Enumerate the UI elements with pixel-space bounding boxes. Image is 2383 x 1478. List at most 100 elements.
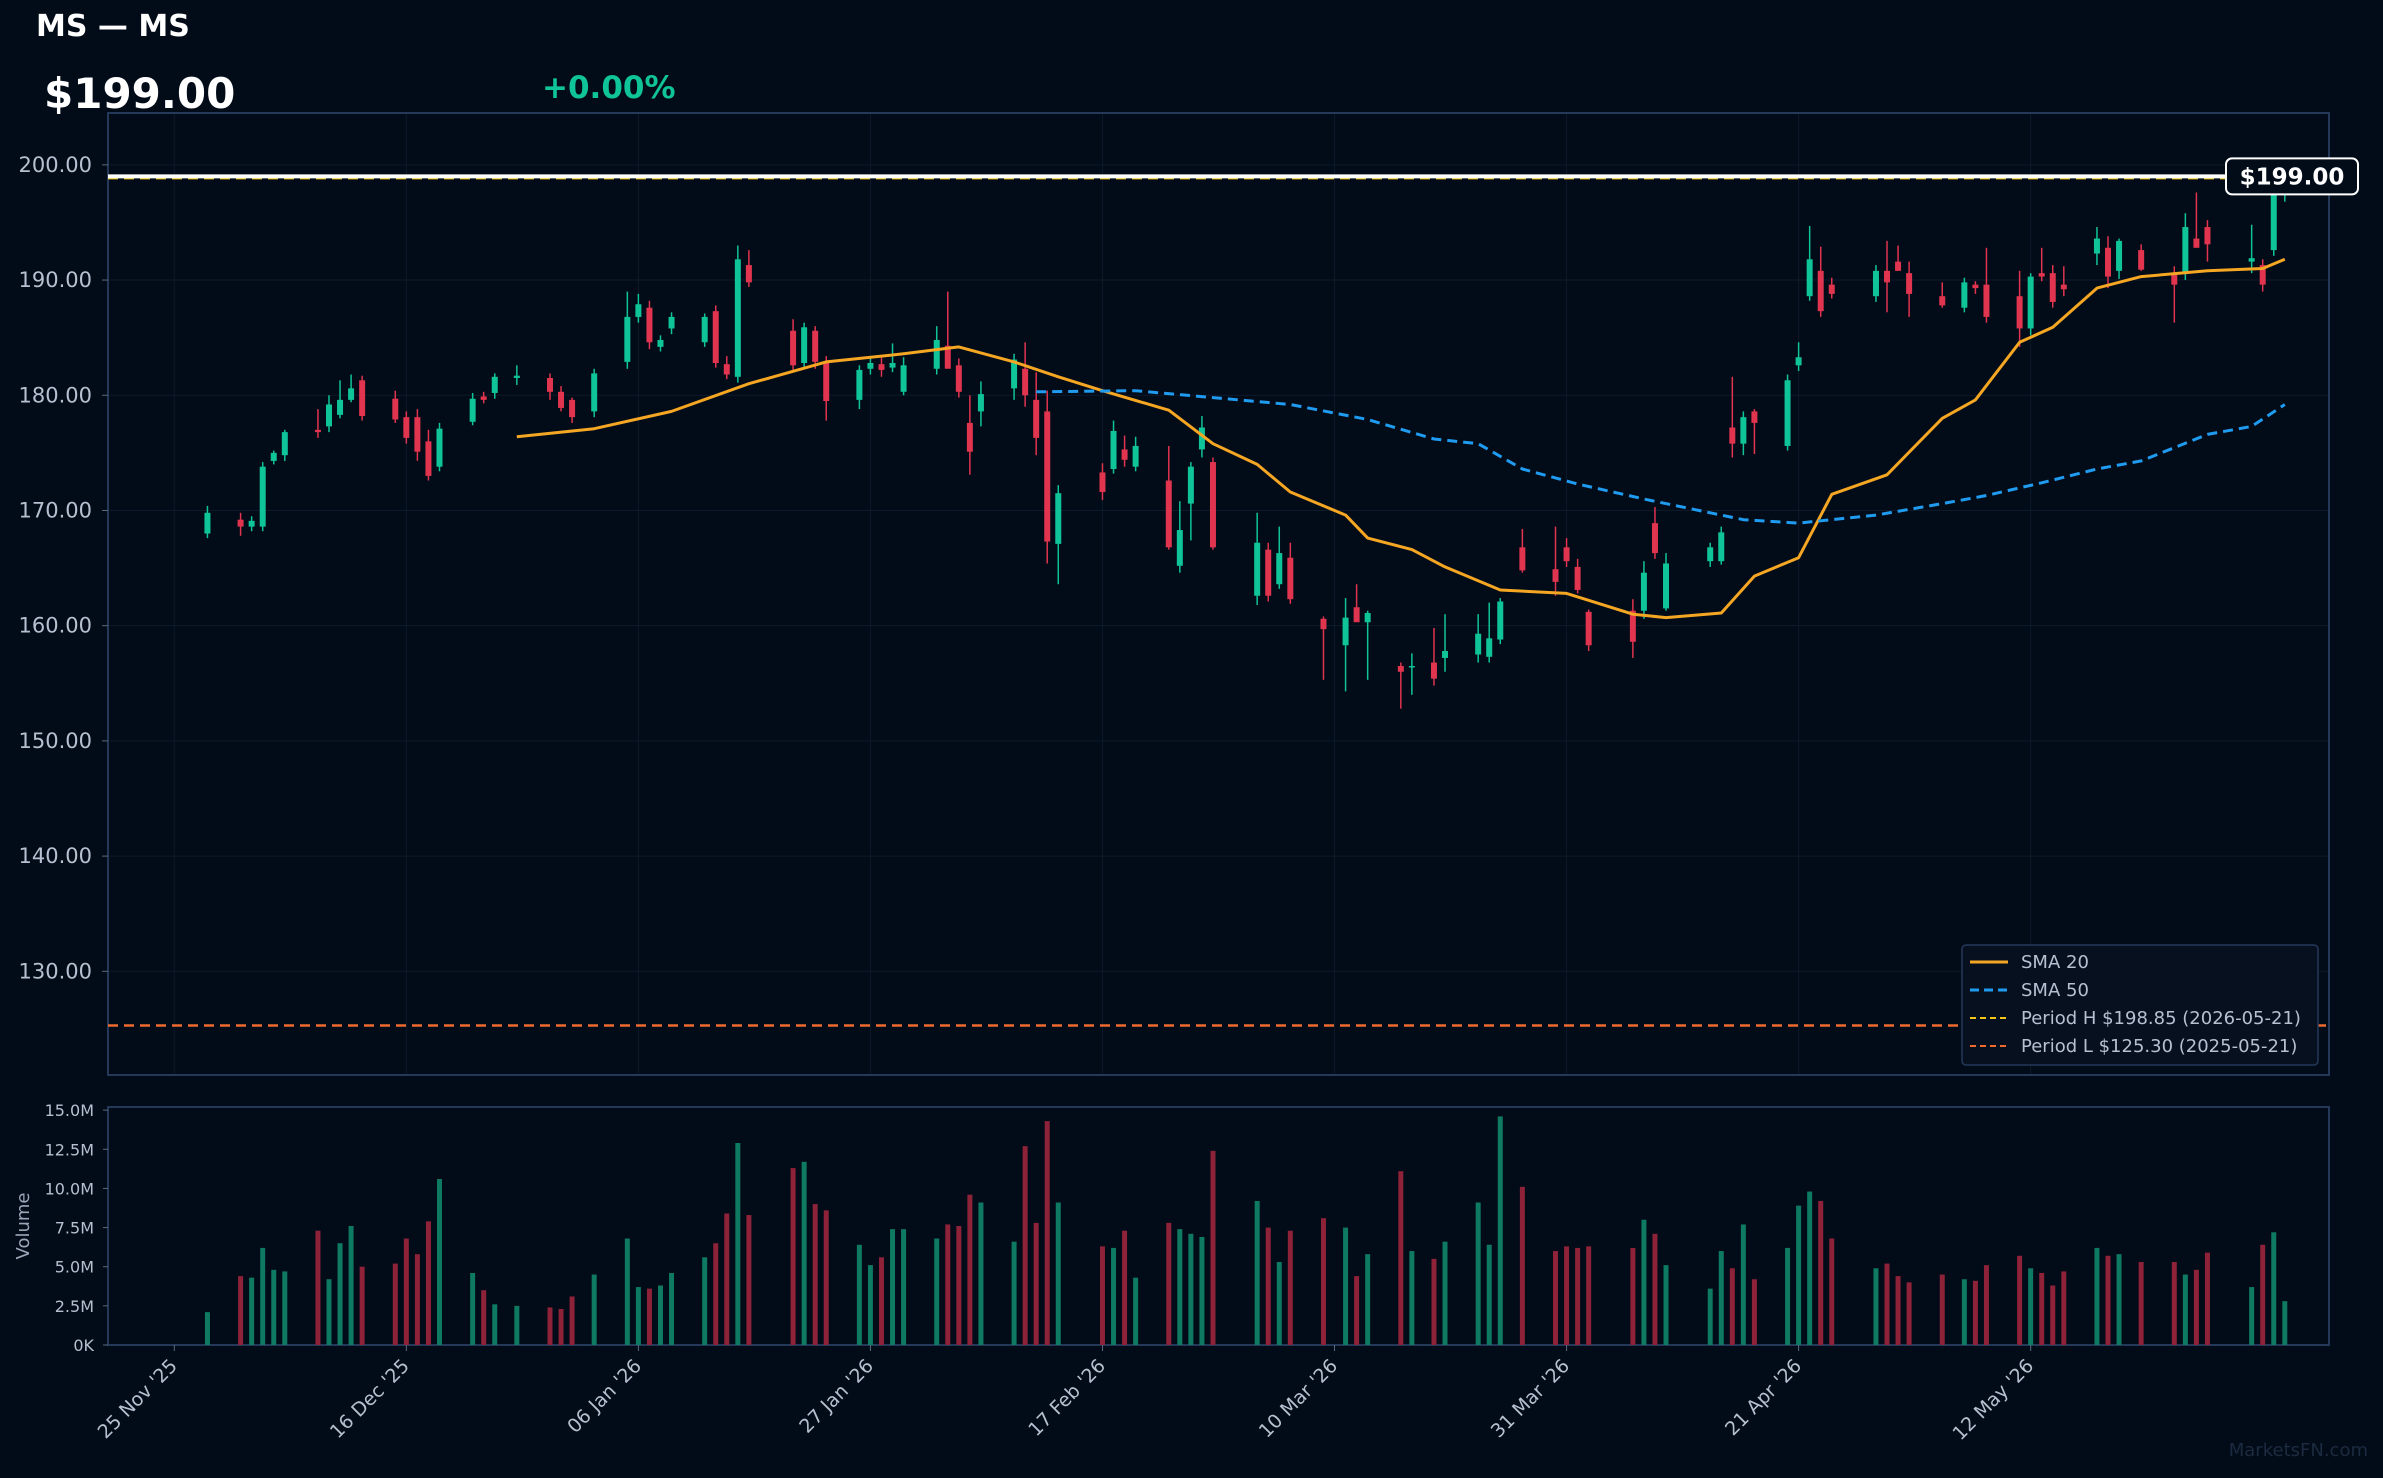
volume-bar xyxy=(1895,1276,1901,1345)
candle-body xyxy=(1983,284,1990,317)
legend-label-sma50: SMA 50 xyxy=(2021,980,2089,1001)
volume-bar xyxy=(1663,1265,1669,1345)
candle-body xyxy=(591,373,598,412)
candle-body xyxy=(1718,532,1725,562)
volume-bar xyxy=(249,1277,255,1345)
volume-bar xyxy=(359,1266,365,1345)
watermark: MarketsFN.com xyxy=(2229,1440,2368,1461)
volume-bar xyxy=(1575,1247,1581,1345)
candle-body xyxy=(1563,547,1570,562)
candle-body xyxy=(1740,417,1747,444)
price-tick-label: 160.00 xyxy=(19,614,92,638)
candle-body xyxy=(646,307,653,343)
volume-bar xyxy=(1133,1277,1139,1345)
candle-body xyxy=(966,422,973,452)
candle-body xyxy=(635,304,642,317)
volume-axis: 0K 2.5M 5.0M 7.5M 10.0M 12.5M 15.0M xyxy=(45,1101,108,1355)
candle-body xyxy=(790,330,797,366)
legend-label-period-high: Period H $198.85 (2026-05-21) xyxy=(2021,1008,2301,1029)
date-axis: 25 Nov '25 16 Dec '25 06 Jan '26 27 Jan '26… xyxy=(94,1345,2038,1445)
volume-bar xyxy=(801,1161,807,1345)
candle-body xyxy=(1121,449,1128,460)
volume-bar xyxy=(1972,1280,1978,1345)
candle-body xyxy=(801,327,808,364)
candle-body xyxy=(1055,493,1062,544)
date-tick-label: 25 Nov '25 xyxy=(94,1355,182,1443)
candle-body xyxy=(1397,666,1404,672)
volume-bar xyxy=(1740,1224,1746,1345)
candle-body xyxy=(248,520,255,527)
candle-body xyxy=(1044,411,1051,542)
volume-bar xyxy=(1210,1150,1216,1345)
candle-body xyxy=(1707,547,1714,562)
volume-bar xyxy=(1641,1219,1647,1345)
volume-bar xyxy=(1320,1218,1326,1345)
candle-body xyxy=(2027,276,2034,329)
candle-body xyxy=(1486,638,1493,657)
date-tick-label: 10 Mar '26 xyxy=(1255,1355,1342,1442)
volume-bar xyxy=(1939,1274,1945,1345)
volume-bar xyxy=(1188,1233,1194,1345)
volume-bar xyxy=(1431,1258,1437,1345)
volume-bar xyxy=(1365,1254,1371,1345)
volume-bar xyxy=(1287,1230,1293,1345)
date-tick-label: 17 Feb '26 xyxy=(1024,1355,1110,1441)
candle-body xyxy=(337,399,344,415)
candle-body xyxy=(558,391,565,408)
volume-bar xyxy=(967,1194,973,1345)
volume-bar xyxy=(1166,1222,1172,1345)
volume-bar xyxy=(746,1215,752,1345)
candle-body xyxy=(1895,261,1902,271)
volume-bar xyxy=(790,1168,796,1345)
volume-bar xyxy=(735,1143,741,1345)
volume-bar xyxy=(558,1308,564,1345)
candle-body xyxy=(723,364,730,375)
volume-bar xyxy=(1409,1251,1415,1345)
candle-body xyxy=(403,417,410,438)
candle-body xyxy=(314,429,321,433)
volume-bar xyxy=(1983,1265,1989,1345)
volume-bar xyxy=(2116,1254,2122,1345)
candle-body xyxy=(1817,270,1824,312)
volume-bar xyxy=(890,1229,896,1345)
volume-bar xyxy=(1707,1288,1713,1345)
last-price-tag-label: $199.00 xyxy=(2240,164,2345,190)
candle-body xyxy=(1430,662,1437,679)
candle-body xyxy=(1519,547,1526,571)
volume-bar xyxy=(724,1213,730,1345)
candlesticks xyxy=(204,171,2288,709)
volume-bar xyxy=(1652,1233,1658,1345)
volume-bar xyxy=(1033,1222,1039,1345)
volume-bar xyxy=(1099,1246,1105,1345)
volume-bar xyxy=(326,1279,332,1345)
volume-bar xyxy=(1254,1200,1260,1345)
volume-bar xyxy=(1398,1171,1404,1345)
candle-body xyxy=(569,399,576,418)
date-tick-label: 12 May '26 xyxy=(1948,1355,2038,1445)
moving-averages xyxy=(516,257,2286,620)
price-tick-label: 150.00 xyxy=(19,729,92,753)
volume-bar xyxy=(2028,1268,2034,1345)
volume-bar xyxy=(2271,1232,2277,1345)
volume-bar xyxy=(403,1238,409,1345)
date-tick-label: 06 Jan '26 xyxy=(563,1355,646,1438)
candle-body xyxy=(270,452,277,461)
candle-body xyxy=(237,519,244,527)
volume-bar xyxy=(1961,1279,1967,1345)
candle-body xyxy=(1663,563,1670,609)
volume-bar xyxy=(481,1290,487,1345)
volume-bar xyxy=(2193,1269,2199,1345)
candle-body xyxy=(1828,284,1835,294)
candle-body xyxy=(1165,480,1172,548)
candle-body xyxy=(1906,273,1913,294)
volume-bar xyxy=(238,1276,244,1345)
candle-body xyxy=(944,345,951,369)
volume-bar xyxy=(2204,1252,2210,1345)
candle-body xyxy=(281,432,288,456)
candle-body xyxy=(1552,569,1559,582)
candle-body xyxy=(1364,613,1371,623)
volume-bar xyxy=(624,1238,630,1345)
candle-body xyxy=(1209,462,1216,548)
volume-bar xyxy=(1022,1146,1028,1345)
